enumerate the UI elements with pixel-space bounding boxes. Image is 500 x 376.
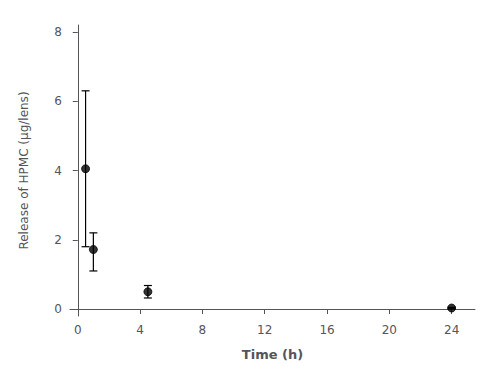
svg-text:Release of HPMC (μg/lens): Release of HPMC (μg/lens) <box>17 91 31 249</box>
svg-text:16: 16 <box>319 323 334 337</box>
svg-text:12: 12 <box>257 323 272 337</box>
svg-text:0: 0 <box>74 323 82 337</box>
svg-text:0: 0 <box>54 302 62 316</box>
svg-text:2: 2 <box>54 233 62 247</box>
svg-text:24: 24 <box>444 323 459 337</box>
svg-text:8: 8 <box>199 323 207 337</box>
svg-text:8: 8 <box>54 25 62 39</box>
svg-text:20: 20 <box>382 323 397 337</box>
svg-text:6: 6 <box>54 94 62 108</box>
svg-text:4: 4 <box>136 323 144 337</box>
svg-text:Time (h): Time (h) <box>242 347 303 362</box>
svg-text:4: 4 <box>54 164 62 178</box>
